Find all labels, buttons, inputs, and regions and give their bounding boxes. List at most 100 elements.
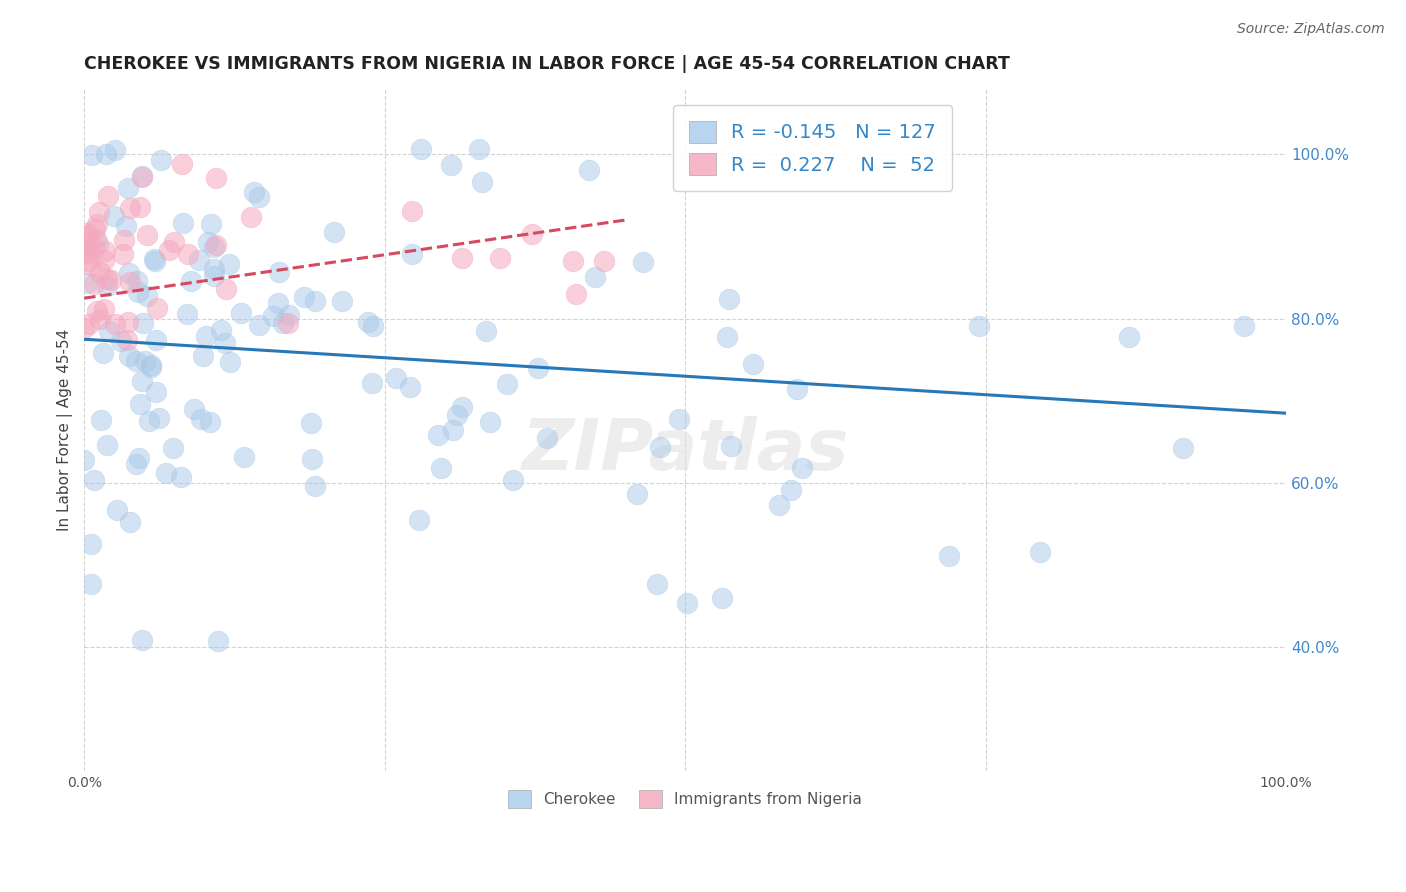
Point <box>202 269 225 284</box>
Point <box>626 487 648 501</box>
Point <box>76 246 98 260</box>
Point <box>115 333 138 347</box>
Point <box>75 244 97 259</box>
Point <box>520 227 543 242</box>
Point <box>131 633 153 648</box>
Point <box>650 440 672 454</box>
Point <box>135 289 157 303</box>
Point <box>243 185 266 199</box>
Point <box>631 255 654 269</box>
Point <box>357 315 380 329</box>
Point <box>322 225 344 239</box>
Point <box>142 252 165 266</box>
Point <box>104 143 127 157</box>
Point <box>479 415 502 429</box>
Point <box>450 252 472 266</box>
Point <box>145 384 167 399</box>
Point <box>145 333 167 347</box>
Point <box>112 233 135 247</box>
Point <box>408 513 430 527</box>
Point <box>205 238 228 252</box>
Point <box>195 329 218 343</box>
Point <box>593 254 616 268</box>
Point <box>786 382 808 396</box>
Point <box>80 537 103 551</box>
Point <box>779 483 801 498</box>
Point <box>134 353 156 368</box>
Point <box>76 238 98 252</box>
Point <box>76 226 98 240</box>
Point <box>86 304 108 318</box>
Point <box>118 201 141 215</box>
Point <box>73 321 96 335</box>
Point <box>202 240 225 254</box>
Point <box>301 452 323 467</box>
Point <box>139 358 162 372</box>
Point <box>125 274 148 288</box>
Point <box>267 295 290 310</box>
Point <box>198 415 221 429</box>
Point <box>136 228 159 243</box>
Point <box>76 277 98 291</box>
Point <box>1118 330 1140 344</box>
Point <box>441 423 464 437</box>
Point <box>148 411 170 425</box>
Point <box>180 274 202 288</box>
Point <box>471 175 494 189</box>
Point <box>96 438 118 452</box>
Point <box>93 302 115 317</box>
Point <box>267 265 290 279</box>
Point <box>488 251 510 265</box>
Point <box>125 457 148 471</box>
Point <box>190 412 212 426</box>
Point <box>475 324 498 338</box>
Point <box>527 361 550 376</box>
Point <box>118 266 141 280</box>
Point <box>162 441 184 455</box>
Point <box>1233 318 1256 333</box>
Point <box>83 473 105 487</box>
Point <box>83 241 105 255</box>
Point <box>97 189 120 203</box>
Point <box>969 319 991 334</box>
Point <box>200 217 222 231</box>
Point <box>172 216 194 230</box>
Point <box>401 247 423 261</box>
Point <box>233 450 256 465</box>
Point <box>938 549 960 564</box>
Point <box>139 360 162 375</box>
Point <box>446 409 468 423</box>
Point <box>676 596 699 610</box>
Point <box>89 265 111 279</box>
Point <box>207 633 229 648</box>
Point <box>90 413 112 427</box>
Point <box>718 292 741 306</box>
Point <box>277 316 299 330</box>
Point <box>205 170 228 185</box>
Point <box>176 306 198 320</box>
Point <box>138 414 160 428</box>
Point <box>128 397 150 411</box>
Point <box>741 357 763 371</box>
Point <box>77 254 100 268</box>
Point <box>93 253 115 268</box>
Point <box>790 461 813 475</box>
Point <box>197 235 219 250</box>
Point <box>73 228 96 243</box>
Point <box>86 232 108 246</box>
Point <box>89 311 111 326</box>
Point <box>124 354 146 368</box>
Point <box>77 317 100 331</box>
Point <box>330 293 353 308</box>
Point <box>104 317 127 331</box>
Point <box>247 318 270 332</box>
Point <box>131 374 153 388</box>
Point <box>385 370 408 384</box>
Point <box>103 209 125 223</box>
Point <box>214 336 236 351</box>
Point <box>157 243 180 257</box>
Point <box>229 306 252 320</box>
Point <box>96 146 118 161</box>
Point <box>202 261 225 276</box>
Point <box>118 350 141 364</box>
